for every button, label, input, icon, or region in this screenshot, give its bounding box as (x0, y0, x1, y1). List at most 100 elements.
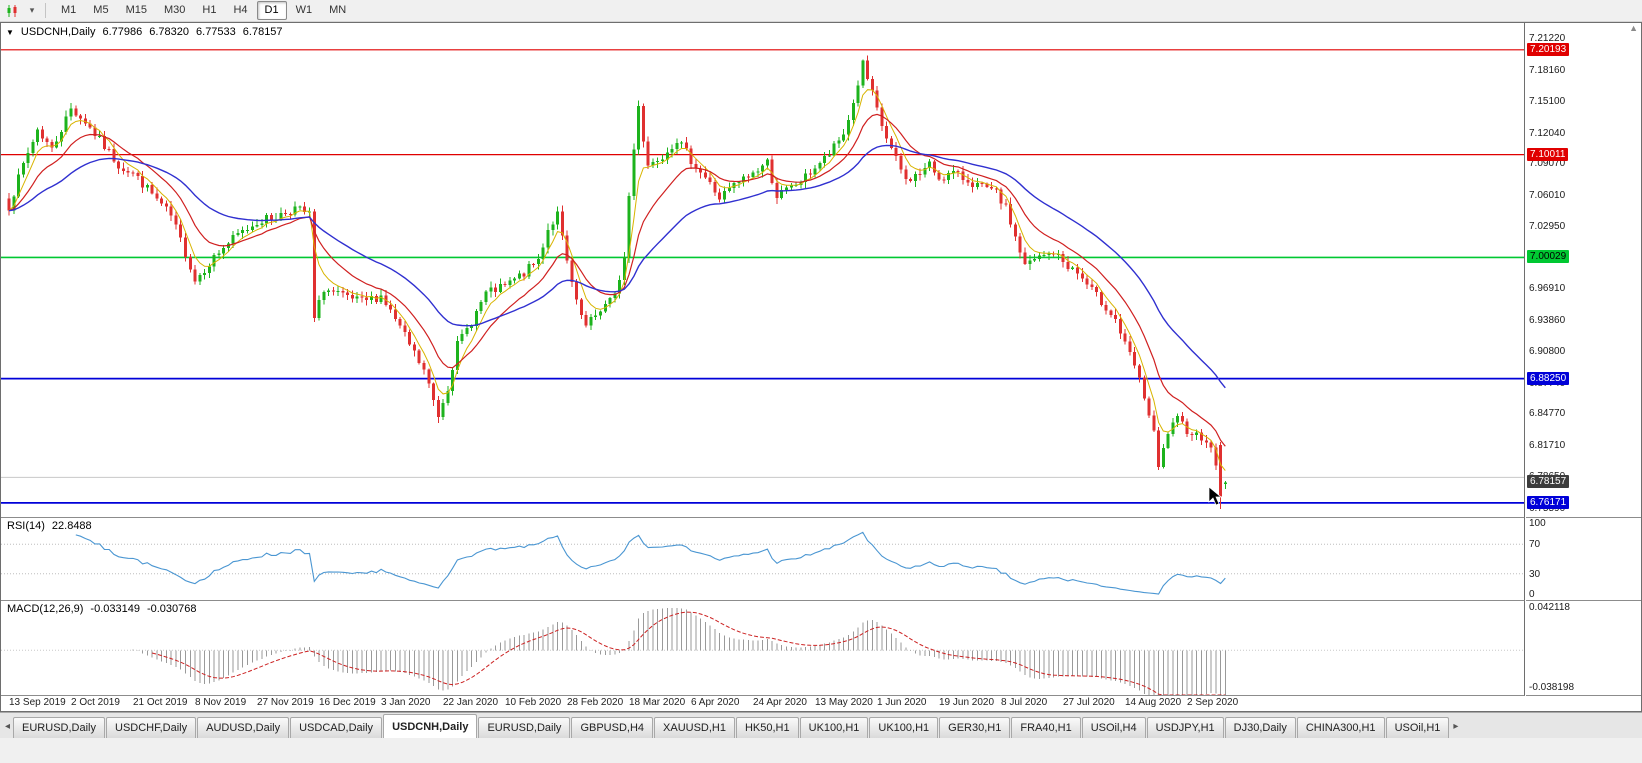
chart-type-icon[interactable] (4, 3, 22, 19)
price-chart-pane[interactable]: ▼ USDCNH,Daily 6.77986 6.78320 6.77533 6… (1, 23, 1525, 518)
date-label: 2 Oct 2019 (71, 697, 120, 708)
date-label: 27 Jul 2020 (1063, 697, 1115, 708)
level-tag-7-00029: 7.00029 (1527, 250, 1570, 263)
tab-eurusd-daily[interactable]: EURUSD,Daily (478, 717, 571, 738)
price-tick: 7.18160 (1529, 65, 1566, 76)
price-tick: 6.96910 (1529, 283, 1566, 294)
chart-type-dropdown-icon[interactable]: ▾ (29, 5, 35, 15)
date-label: 8 Nov 2019 (195, 697, 247, 708)
price-tick: 7.15100 (1529, 96, 1566, 107)
price-tick: 6.84770 (1529, 408, 1566, 419)
date-label: 14 Aug 2020 (1125, 697, 1182, 708)
chart-symbol-label: USDCNH,Daily (20, 26, 96, 38)
rsi-chart[interactable] (1, 518, 1524, 600)
resistance-tag-7-10011: 7.10011 (1527, 148, 1569, 161)
collapse-icon[interactable]: ▼ (6, 27, 14, 37)
price-tick: 7.21220 (1529, 33, 1566, 44)
tab-gbpusd-h4[interactable]: GBPUSD,H4 (571, 717, 654, 738)
price-tick: 7.12040 (1529, 128, 1566, 139)
tab-uk100-h1[interactable]: UK100,H1 (869, 717, 939, 738)
tab-audusd-daily[interactable]: AUDUSD,Daily (197, 717, 290, 738)
tab-uk100-h1[interactable]: UK100,H1 (799, 717, 869, 738)
price-tick: 6.90800 (1529, 346, 1566, 357)
rsi-value: 22.8488 (51, 520, 92, 532)
date-label: 24 Apr 2020 (753, 697, 807, 708)
tab-usdcad-daily[interactable]: USDCAD,Daily (290, 717, 383, 738)
macd-main-value: -0.033149 (90, 603, 140, 615)
tab-usdchf-daily[interactable]: USDCHF,Daily (106, 717, 197, 738)
tabs-scroll-left-icon[interactable]: ◂ (5, 721, 11, 732)
candlestick-glyph (7, 4, 17, 17)
date-label: 1 Jun 2020 (877, 697, 927, 708)
date-label: 27 Nov 2019 (257, 697, 314, 708)
rsi-tick-30: 30 (1529, 569, 1541, 580)
timeframe-button-h1[interactable]: H1 (202, 4, 217, 16)
ohlc-low: 6.77533 (196, 26, 236, 38)
date-label: 8 Jul 2020 (1001, 697, 1048, 708)
timeframe-buttons: M1 M5 M15 M30 H1 H4 D1 W1 MN (53, 1, 354, 20)
support-tag-6-76171: 6.76171 (1527, 496, 1570, 509)
date-label: 16 Dec 2019 (319, 697, 376, 708)
tab-usoil-h1[interactable]: USOil,H1 (1385, 717, 1450, 738)
chart-tabs-bar: ◂ EURUSD,Daily USDCHF,Daily AUDUSD,Daily US… (0, 712, 1642, 738)
tab-usdcnh-daily[interactable]: USDCNH,Daily (383, 714, 478, 738)
ohlc-open: 6.77986 (102, 26, 143, 38)
macd-tick-bottom: -0.038198 (1529, 682, 1575, 693)
tab-ger30-h1[interactable]: GER30,H1 (939, 717, 1011, 738)
timeframe-toolbar: ▾ M1 M5 M15 M30 H1 H4 D1 W1 MN (0, 0, 1642, 22)
timeframe-button-m5[interactable]: M5 (93, 4, 109, 16)
price-axis[interactable]: 7.21220 7.18160 7.15100 7.12040 7.09070 7.060… (1526, 23, 1641, 518)
timeframe-button-m1[interactable]: M1 (61, 4, 77, 16)
timeframe-button-mn[interactable]: MN (329, 4, 347, 16)
rsi-tick-100: 100 (1529, 518, 1546, 529)
chart-window: ▼ USDCNH,Daily 6.77986 6.78320 6.77533 6… (0, 22, 1642, 712)
price-tick: 7.09070 (1529, 158, 1566, 169)
rsi-label: RSI(14) 22.8488 (7, 520, 92, 532)
price-tick: 7.06010 (1529, 190, 1566, 201)
timeframe-button-m15[interactable]: M15 (125, 4, 147, 16)
tab-hk50-h1[interactable]: HK50,H1 (735, 717, 799, 738)
current-price-tag: 6.78157 (1527, 475, 1570, 488)
timeframe-button-h4[interactable]: H4 (233, 4, 248, 16)
ohlc-high: 6.78320 (149, 26, 190, 38)
macd-axis: 0.042118 -0.038198 (1526, 601, 1641, 696)
date-label: 22 Jan 2020 (443, 697, 499, 708)
timeframe-button-d1[interactable]: D1 (256, 1, 287, 20)
tab-china300-h1[interactable]: CHINA300,H1 (1296, 717, 1385, 738)
date-label: 21 Oct 2019 (133, 697, 188, 708)
tab-dj30-daily[interactable]: DJ30,Daily (1224, 717, 1296, 738)
rsi-pane[interactable]: RSI(14) 22.8488 (1, 518, 1525, 601)
date-label: 3 Jan 2020 (381, 697, 431, 708)
date-axis: 13 Sep 2019 2 Oct 2019 21 Oct 2019 8 Nov 20… (1, 696, 1525, 711)
tab-usoil-h4[interactable]: USOil,H4 (1081, 717, 1146, 738)
rsi-name: RSI(14) (7, 520, 45, 532)
tab-eurusd-daily[interactable]: EURUSD,Daily (13, 717, 105, 738)
date-label: 10 Feb 2020 (505, 697, 562, 708)
tab-usdjpy-h1[interactable]: USDJPY,H1 (1146, 717, 1224, 738)
macd-pane[interactable]: MACD(12,26,9) -0.033149 -0.030768 (1, 601, 1525, 696)
tab-xauusd-h1[interactable]: XAUUSD,H1 (654, 717, 735, 738)
macd-tick-top: 0.042118 (1529, 602, 1570, 613)
rsi-tick-70: 70 (1529, 539, 1541, 550)
rsi-axis: 100 70 30 0 (1526, 518, 1641, 601)
support-tag-6-88250: 6.88250 (1527, 372, 1570, 385)
date-label: 28 Feb 2020 (567, 697, 624, 708)
axis-scroll-up-icon[interactable]: ▲ (1629, 23, 1638, 33)
toolbar-separator (45, 3, 46, 18)
date-label: 13 May 2020 (815, 697, 873, 708)
macd-chart[interactable] (1, 601, 1524, 695)
candlestick-chart[interactable] (1, 23, 1524, 517)
date-label: 6 Apr 2020 (691, 697, 740, 708)
chart-tabs: EURUSD,Daily USDCHF,Daily AUDUSD,Daily USDC… (13, 714, 1450, 738)
timeframe-button-m30[interactable]: M30 (163, 4, 186, 16)
date-label: 18 Mar 2020 (629, 697, 686, 708)
macd-label: MACD(12,26,9) -0.033149 -0.030768 (7, 603, 197, 615)
price-tick: 6.93860 (1529, 315, 1566, 326)
timeframe-button-w1[interactable]: W1 (295, 4, 313, 16)
date-label: 13 Sep 2019 (9, 697, 66, 708)
price-tick: 6.81710 (1529, 440, 1566, 451)
date-label: 2 Sep 2020 (1187, 697, 1239, 708)
ohlc-close: 6.78157 (242, 26, 283, 38)
tabs-scroll-right-icon[interactable]: ▸ (1453, 721, 1459, 732)
tab-fra40-h1[interactable]: FRA40,H1 (1011, 717, 1081, 738)
